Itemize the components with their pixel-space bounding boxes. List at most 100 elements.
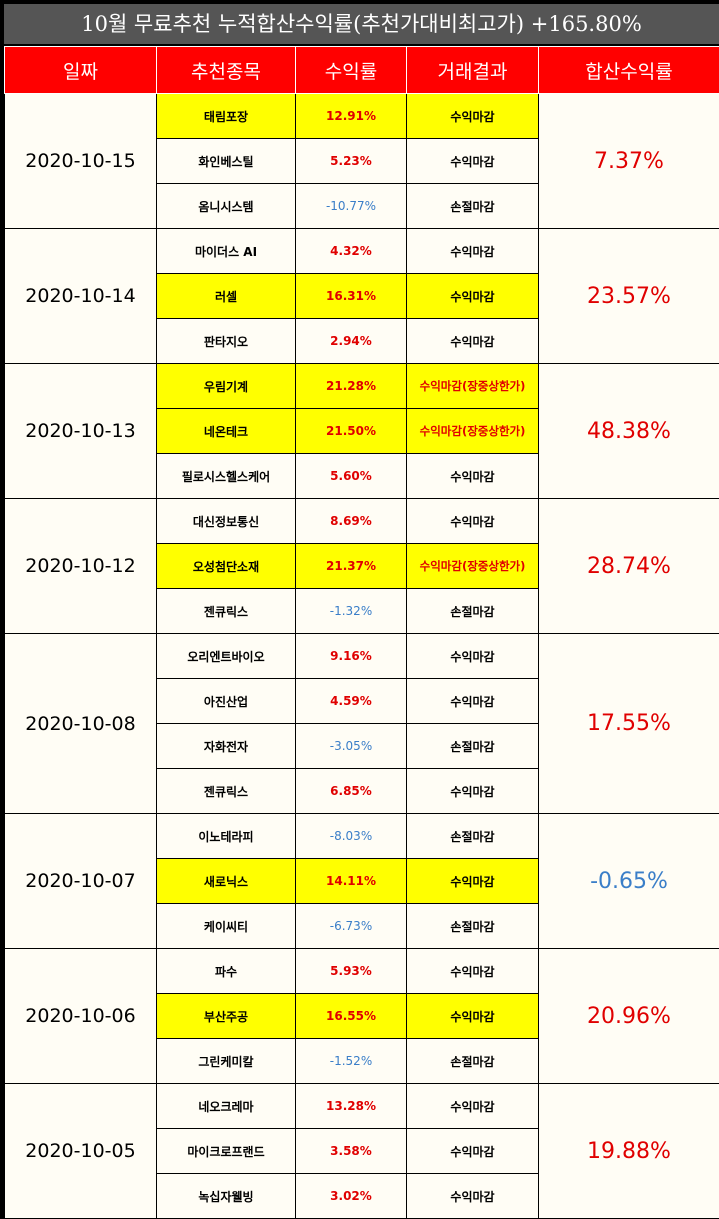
result-cell: 손절마감 <box>407 814 539 859</box>
result-cell: 손절마감 <box>407 589 539 634</box>
result-cell: 수익마감 <box>407 274 539 319</box>
rate-cell: -1.52% <box>296 1039 407 1084</box>
stock-name-cell: 오리엔트바이오 <box>157 634 296 679</box>
stock-name-cell: 그린케미칼 <box>157 1039 296 1084</box>
total-return-cell: 48.38% <box>539 364 719 499</box>
total-return-cell: 20.96% <box>539 949 719 1084</box>
stock-name-cell: 네온테크 <box>157 409 296 454</box>
rate-cell: 4.59% <box>296 679 407 724</box>
result-cell: 수익마감 <box>407 949 539 994</box>
rate-cell: 21.28% <box>296 364 407 409</box>
result-cell: 손절마감 <box>407 904 539 949</box>
rate-cell: 5.93% <box>296 949 407 994</box>
result-cell: 수익마감 <box>407 1084 539 1129</box>
stock-name-cell: 부산주공 <box>157 994 296 1039</box>
date-cell: 2020-10-14 <box>5 229 157 364</box>
rate-cell: 5.60% <box>296 454 407 499</box>
result-cell: 수익마감 <box>407 859 539 904</box>
rate-cell: 16.31% <box>296 274 407 319</box>
rate-cell: 21.37% <box>296 544 407 589</box>
result-cell: 수익마감 <box>407 1129 539 1174</box>
stock-name-cell: 자화전자 <box>157 724 296 769</box>
stock-name-cell: 젠큐릭스 <box>157 589 296 634</box>
rate-cell: 14.11% <box>296 859 407 904</box>
result-cell: 수익마감(장중상한가) <box>407 364 539 409</box>
result-cell: 손절마감 <box>407 724 539 769</box>
stock-name-cell: 화인베스틸 <box>157 139 296 184</box>
stock-name-cell: 대신정보통신 <box>157 499 296 544</box>
result-cell: 수익마감 <box>407 1174 539 1219</box>
result-cell: 수익마감(장중상한가) <box>407 544 539 589</box>
col-header-stock: 추천종목 <box>157 47 296 94</box>
stock-name-cell: 젠큐릭스 <box>157 769 296 814</box>
stock-name-cell: 러셀 <box>157 274 296 319</box>
stock-name-cell: 녹십자웰빙 <box>157 1174 296 1219</box>
total-return-cell: 23.57% <box>539 229 719 364</box>
rate-cell: 13.28% <box>296 1084 407 1129</box>
rate-cell: 12.91% <box>296 94 407 139</box>
result-cell: 수익마감 <box>407 229 539 274</box>
date-cell: 2020-10-07 <box>5 814 157 949</box>
stock-name-cell: 태림포장 <box>157 94 296 139</box>
rate-cell: 2.94% <box>296 319 407 364</box>
total-return-cell: 17.55% <box>539 634 719 814</box>
result-cell: 수익마감 <box>407 634 539 679</box>
result-cell: 손절마감 <box>407 1039 539 1084</box>
total-return-cell: 7.37% <box>539 94 719 229</box>
stock-name-cell: 마이크로프랜드 <box>157 1129 296 1174</box>
date-cell: 2020-10-05 <box>5 1084 157 1219</box>
rate-cell: 4.32% <box>296 229 407 274</box>
total-return-cell: 28.74% <box>539 499 719 634</box>
rate-cell: 8.69% <box>296 499 407 544</box>
col-header-result: 거래결과 <box>407 47 539 94</box>
stock-name-cell: 마이더스 AI <box>157 229 296 274</box>
rate-cell: 3.58% <box>296 1129 407 1174</box>
rate-cell: 6.85% <box>296 769 407 814</box>
stock-name-cell: 새로닉스 <box>157 859 296 904</box>
stock-name-cell: 파수 <box>157 949 296 994</box>
date-cell: 2020-10-12 <box>5 499 157 634</box>
rate-cell: 21.50% <box>296 409 407 454</box>
result-cell: 수익마감 <box>407 139 539 184</box>
result-cell: 수익마감 <box>407 94 539 139</box>
stock-name-cell: 오성첨단소재 <box>157 544 296 589</box>
rate-cell: -10.77% <box>296 184 407 229</box>
rate-cell: 5.23% <box>296 139 407 184</box>
rate-cell: 9.16% <box>296 634 407 679</box>
date-cell: 2020-10-13 <box>5 364 157 499</box>
date-cell: 2020-10-08 <box>5 634 157 814</box>
stock-name-cell: 우림기계 <box>157 364 296 409</box>
result-cell: 손절마감 <box>407 184 539 229</box>
rate-cell: -3.05% <box>296 724 407 769</box>
stock-name-cell: 옴니시스템 <box>157 184 296 229</box>
result-cell: 수익마감(장중상한가) <box>407 409 539 454</box>
date-cell: 2020-10-15 <box>5 94 157 229</box>
result-cell: 수익마감 <box>407 769 539 814</box>
result-cell: 수익마감 <box>407 679 539 724</box>
rate-cell: 16.55% <box>296 994 407 1039</box>
col-header-date: 일짜 <box>5 47 157 94</box>
date-cell: 2020-10-06 <box>5 949 157 1084</box>
col-header-total: 합산수익률 <box>539 47 719 94</box>
total-return-cell: 19.88% <box>539 1084 719 1219</box>
total-return-cell: -0.65% <box>539 814 719 949</box>
result-cell: 수익마감 <box>407 454 539 499</box>
result-cell: 수익마감 <box>407 994 539 1039</box>
rate-cell: -6.73% <box>296 904 407 949</box>
rate-cell: 3.02% <box>296 1174 407 1219</box>
stock-name-cell: 아진산업 <box>157 679 296 724</box>
stock-name-cell: 판타지오 <box>157 319 296 364</box>
result-cell: 수익마감 <box>407 319 539 364</box>
result-cell: 수익마감 <box>407 499 539 544</box>
